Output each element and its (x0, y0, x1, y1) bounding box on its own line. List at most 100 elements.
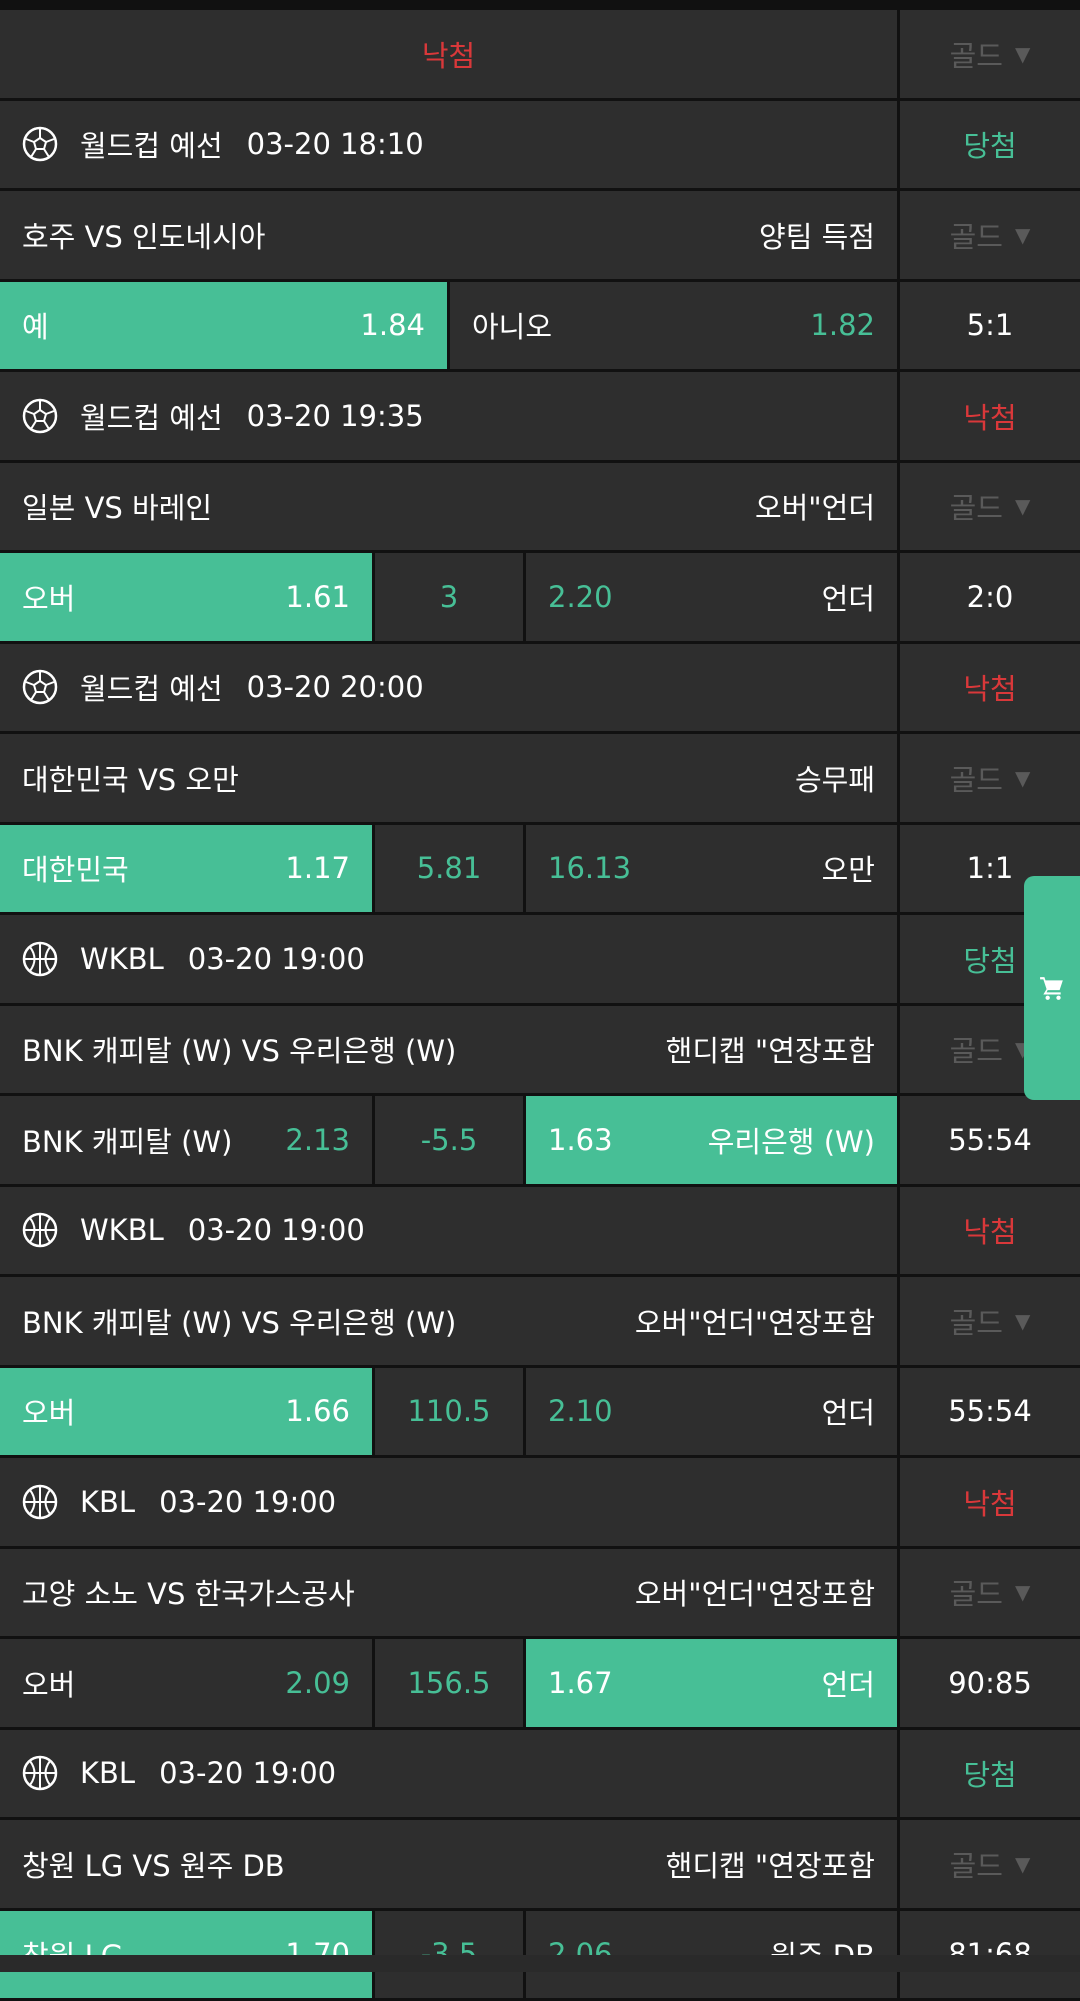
match-teams-row: 대한민국 VS 오만 승무패 골드▼ (0, 734, 1080, 825)
final-score: 55:54 (900, 1096, 1080, 1184)
match-header: WKBL 03-20 19:00 (0, 1187, 900, 1275)
odds-option-home[interactable]: 오버 1.66 (0, 1368, 375, 1456)
odds-value: 1.61 (285, 580, 350, 614)
final-score: 90:85 (900, 1639, 1080, 1727)
option-label: 대한민국 (22, 847, 129, 889)
gold-dropdown[interactable]: 골드▼ (900, 1277, 1080, 1365)
odds-option-away[interactable]: 2.20 언더 (526, 553, 897, 641)
option-label: BNK 캐피탈 (W) (22, 1119, 232, 1161)
gold-dropdown[interactable]: 골드▼ (900, 10, 1080, 98)
match-time: 03-20 20:00 (247, 670, 424, 704)
odds-value: 1.67 (548, 1666, 613, 1700)
match-teams-row: 호주 VS 인도네시아 양팀 득점 골드▼ (0, 191, 1080, 282)
odds-value: 2.13 (285, 1123, 350, 1157)
league-name: KBL (80, 1485, 135, 1519)
basketball-icon (22, 941, 58, 977)
match-header: KBL 03-20 19:00 (0, 1458, 900, 1546)
cart-icon (1039, 975, 1065, 1001)
odds-option-home[interactable]: BNK 캐피탈 (W) 2.13 (0, 1096, 375, 1184)
odds-option-home[interactable]: 오버 1.61 (0, 553, 375, 641)
odds-line[interactable]: 5.81 (375, 825, 526, 913)
gold-label: 골드 (950, 33, 1003, 75)
gold-dropdown[interactable]: 골드▼ (900, 734, 1080, 822)
gold-dropdown[interactable]: 골드 ▼ (900, 463, 1080, 551)
match-time: 03-20 19:00 (159, 1485, 336, 1519)
gold-label: 골드 (950, 485, 1003, 527)
market-name: 오버"언더"연장포함 (635, 1300, 875, 1342)
league-name: 월드컵 예선 (80, 123, 223, 165)
league-name: WKBL (80, 1213, 164, 1247)
caret-down-icon: ▼ (1015, 1580, 1030, 1604)
option-label: 오버 (22, 576, 75, 618)
match-teams-row: 일본 VS 바레인 오버"언더 골드▼ (0, 463, 1080, 554)
match-header-row: KBL 03-20 19:00 낙첨 (0, 1458, 1080, 1549)
match-header-row: 월드컵 예선 03-20 20:00 낙첨 (0, 644, 1080, 735)
soccer-ball-icon (22, 126, 58, 162)
option-label: 오버 (22, 1390, 75, 1432)
result-label: 낙첨 (422, 33, 475, 75)
odds-line[interactable]: 156.5 (375, 1639, 526, 1727)
caret-down-icon: ▼ (1015, 494, 1030, 518)
option-label: 언더 (822, 576, 875, 618)
market-name: 오버"언더"연장포함 (635, 1571, 875, 1613)
result-badge: 낙첨 (900, 1187, 1080, 1275)
result-badge: 낙첨 (900, 372, 1080, 460)
league-name: WKBL (80, 942, 164, 976)
market-name: 핸디캡 "연장포함 (666, 1028, 875, 1070)
gold-dropdown[interactable]: 골드▼ (900, 1549, 1080, 1637)
match-header: KBL 03-20 19:00 (0, 1730, 900, 1818)
market-name: 양팀 득점 (759, 214, 875, 256)
match-teams-cell: BNK 캐피탈 (W) VS 우리은행 (W) 핸디캡 "연장포함 (0, 1006, 900, 1094)
caret-down-icon: ▼ (1015, 223, 1030, 247)
gold-dropdown[interactable]: 골드▼ (900, 191, 1080, 279)
league-name: KBL (80, 1756, 135, 1790)
match-header-row: KBL 03-20 19:00 당첨 (0, 1730, 1080, 1821)
match-teams-cell: 대한민국 VS 오만 승무패 (0, 734, 900, 822)
teams: BNK 캐피탈 (W) VS 우리은행 (W) (22, 1300, 456, 1342)
odds-value: 16.13 (548, 851, 631, 885)
odds-line[interactable]: -5.5 (375, 1096, 526, 1184)
final-score: 55:54 (900, 1368, 1080, 1456)
soccer-ball-icon (22, 398, 58, 434)
caret-down-icon: ▼ (1015, 1309, 1030, 1333)
match-time: 03-20 19:00 (188, 942, 365, 976)
result-badge: 당첨 (900, 1730, 1080, 1818)
option-label: 예 (22, 304, 49, 346)
match-header: WKBL 03-20 19:00 (0, 915, 900, 1003)
match-teams-row: 창원 LG VS 원주 DB 핸디캡 "연장포함 골드▼ (0, 1820, 1080, 1911)
match-time: 03-20 18:10 (247, 127, 424, 161)
line-value: 110.5 (407, 1394, 490, 1428)
odds-line[interactable]: 3 (375, 553, 526, 641)
match-header-row: 월드컵 예선 03-20 19:35 낙첨 (0, 372, 1080, 463)
result-badge: 당첨 (900, 101, 1080, 189)
line-value: 3 (440, 580, 458, 614)
gold-dropdown[interactable]: 골드▼ (900, 1820, 1080, 1908)
match-header-row: 월드컵 예선 03-20 18:10 당첨 (0, 101, 1080, 192)
match-teams-row: BNK 캐피탈 (W) VS 우리은행 (W) 오버"언더"연장포함 골드▼ (0, 1277, 1080, 1368)
summary-row: 낙첨 골드▼ (0, 10, 1080, 101)
odds-value: 1.66 (285, 1394, 350, 1428)
odds-line[interactable]: 110.5 (375, 1368, 526, 1456)
league-name: 월드컵 예선 (80, 666, 223, 708)
match-time: 03-20 19:35 (247, 399, 424, 433)
match-time: 03-20 19:00 (159, 1756, 336, 1790)
teams: BNK 캐피탈 (W) VS 우리은행 (W) (22, 1028, 456, 1070)
odds-value: 2.20 (548, 580, 613, 614)
cart-button[interactable] (1024, 876, 1080, 1100)
gold-label: 골드 (950, 1843, 1003, 1885)
